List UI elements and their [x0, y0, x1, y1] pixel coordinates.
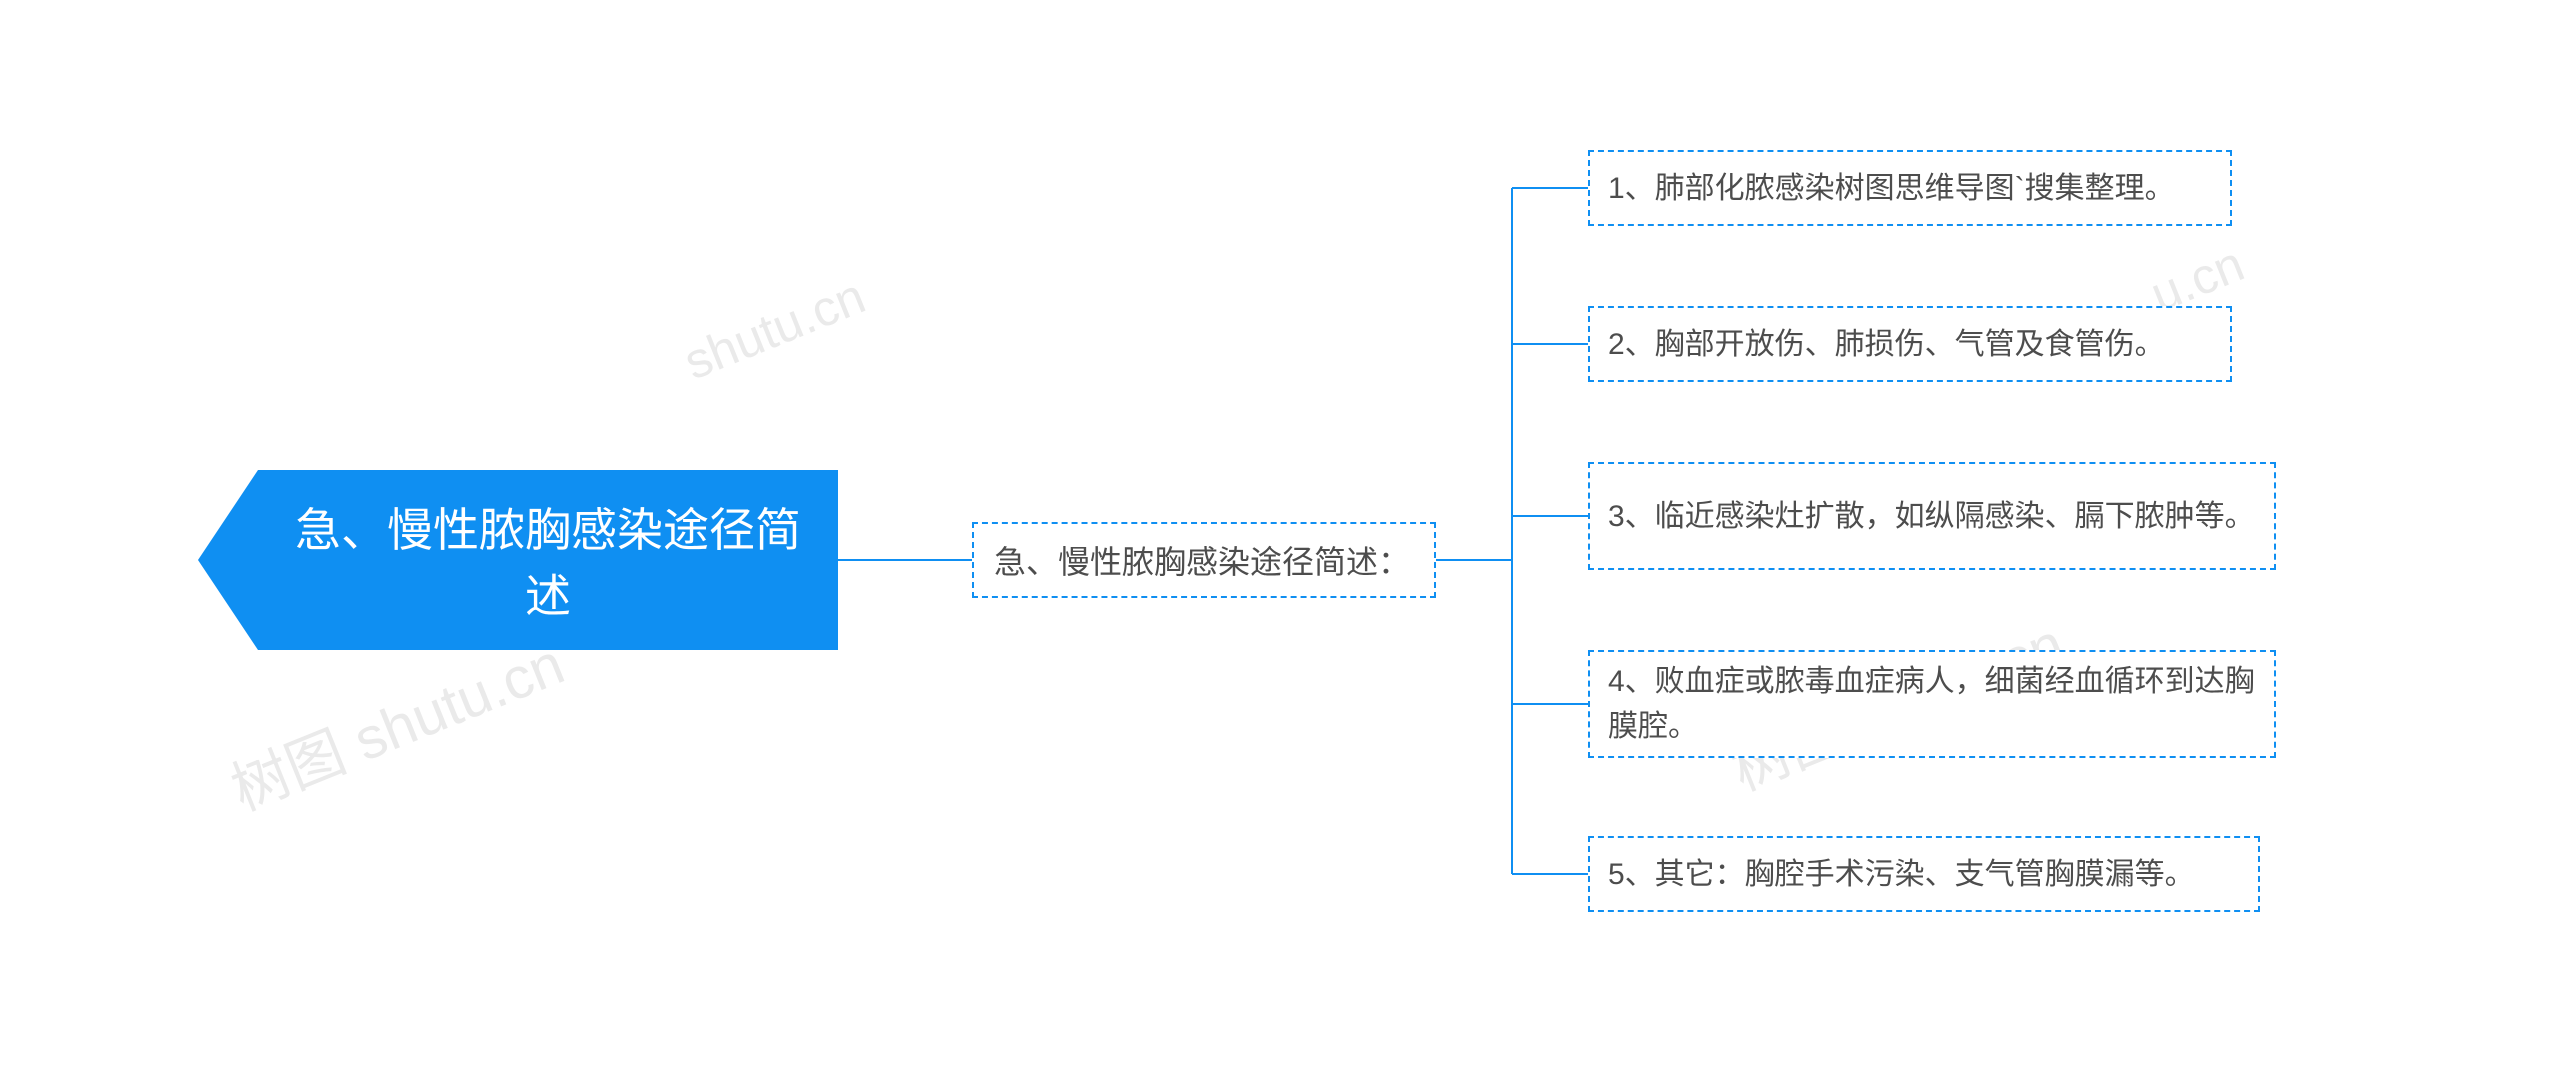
leaf-label: 3、临近感染灶扩散，如纵隔感染、膈下脓肿等。	[1608, 494, 2255, 539]
mindmap-leaf-node: 5、其它：胸腔手术污染、支气管胸膜漏等。	[1588, 836, 2260, 912]
leaf-label: 5、其它：胸腔手术污染、支气管胸膜漏等。	[1608, 852, 2195, 897]
leaf-label: 4、败血症或脓毒血症病人，细菌经血循环到达胸膜腔。	[1608, 659, 2256, 749]
mindmap-leaf-node: 1、肺部化脓感染树图思维导图`搜集整理。	[1588, 150, 2232, 226]
mindmap-branch-node: 急、慢性脓胸感染途径简述：	[972, 522, 1436, 598]
mindmap-leaf-node: 2、胸部开放伤、肺损伤、气管及食管伤。	[1588, 306, 2232, 382]
watermark: shutu.cn	[676, 267, 873, 392]
mindmap-leaf-node: 3、临近感染灶扩散，如纵隔感染、膈下脓肿等。	[1588, 462, 2276, 570]
leaf-label: 2、胸部开放伤、肺损伤、气管及食管伤。	[1608, 322, 2165, 367]
root-label: 急、慢性脓胸感染途径简述	[288, 494, 808, 626]
leaf-label: 1、肺部化脓感染树图思维导图`搜集整理。	[1608, 166, 2175, 211]
branch-label: 急、慢性脓胸感染途径简述：	[994, 537, 1410, 583]
mindmap-root-node: 急、慢性脓胸感染途径简述	[258, 470, 838, 650]
mindmap-leaf-node: 4、败血症或脓毒血症病人，细菌经血循环到达胸膜腔。	[1588, 650, 2276, 758]
